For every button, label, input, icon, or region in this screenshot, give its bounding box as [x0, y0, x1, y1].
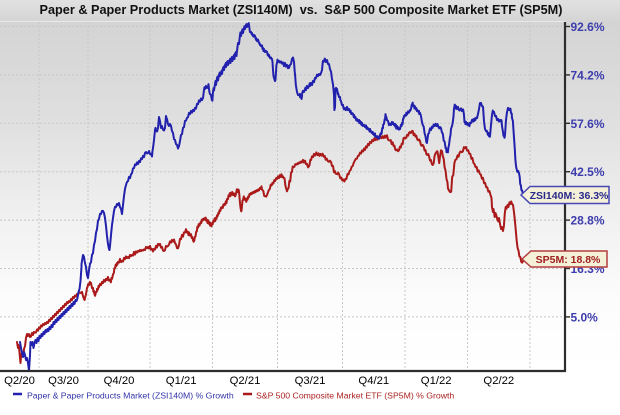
svg-text:SP5M: 18.8%: SP5M: 18.8%	[536, 254, 601, 266]
svg-text:42.5%: 42.5%	[571, 165, 605, 179]
svg-text:ZSI140M: 36.3%: ZSI140M: 36.3%	[530, 190, 609, 202]
svg-text:74.2%: 74.2%	[571, 68, 605, 82]
svg-text:S&P 500 Composite Market ETF (: S&P 500 Composite Market ETF (SP5M) % Gr…	[256, 391, 454, 401]
svg-text:Q2/21: Q2/21	[230, 375, 261, 387]
svg-text:Paper & Paper Products Market: Paper & Paper Products Market (ZSI140M) …	[27, 391, 234, 401]
svg-text:28.8%: 28.8%	[571, 214, 605, 228]
svg-text:5.0%: 5.0%	[571, 310, 599, 324]
svg-text:Q2/22: Q2/22	[483, 375, 514, 387]
svg-text:Q1/22: Q1/22	[421, 375, 452, 387]
svg-text:Paper & Paper Products Market: Paper & Paper Products Market (ZSI140M) …	[40, 3, 563, 17]
svg-text:Q4/20: Q4/20	[104, 375, 135, 387]
svg-text:Q1/21: Q1/21	[166, 375, 197, 387]
svg-text:57.6%: 57.6%	[571, 117, 605, 131]
svg-text:Q2/20: Q2/20	[4, 375, 35, 387]
svg-text:Q4/21: Q4/21	[358, 375, 389, 387]
svg-text:Q3/20: Q3/20	[48, 375, 79, 387]
svg-text:92.6%: 92.6%	[571, 20, 605, 34]
svg-text:Q3/21: Q3/21	[295, 375, 326, 387]
